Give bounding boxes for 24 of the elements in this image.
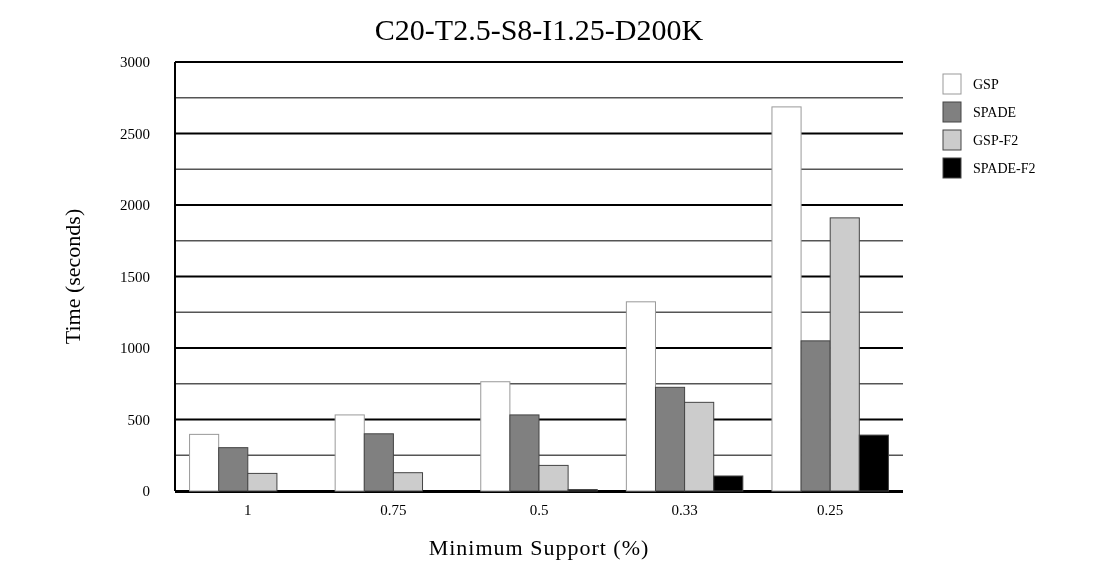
y-tick-label: 0 — [142, 483, 150, 500]
x-tick-label: 0.25 — [817, 502, 844, 518]
y-axis-title: Time (seconds) — [60, 208, 85, 345]
bar — [625, 301, 656, 492]
bar — [334, 414, 365, 492]
legend-label: GSP-F2 — [973, 132, 1019, 148]
x-axis-title: Minimum Support (%) — [428, 535, 650, 560]
legend-label: SPADE — [973, 104, 1017, 120]
bar — [771, 106, 802, 492]
x-tick-label: 0.33 — [671, 502, 698, 518]
y-tick-label: 500 — [127, 411, 150, 428]
y-tick-label: 2500 — [120, 125, 150, 142]
x-tick-label: 1 — [244, 502, 252, 518]
chart-title: C20-T2.5-S8-I1.25-D200K — [374, 13, 704, 46]
legend-label: SPADE-F2 — [973, 160, 1036, 176]
y-tick-label: 2000 — [120, 197, 150, 214]
y-tick-label: 3000 — [120, 54, 150, 71]
legend-label: GSP — [973, 76, 999, 92]
bar — [480, 381, 511, 492]
x-tick-label: 0.5 — [529, 502, 549, 518]
y-tick-label: 1000 — [120, 340, 150, 357]
y-tick-label: 1500 — [120, 268, 150, 285]
bar — [189, 433, 220, 492]
x-tick-label: 0.75 — [380, 502, 407, 518]
